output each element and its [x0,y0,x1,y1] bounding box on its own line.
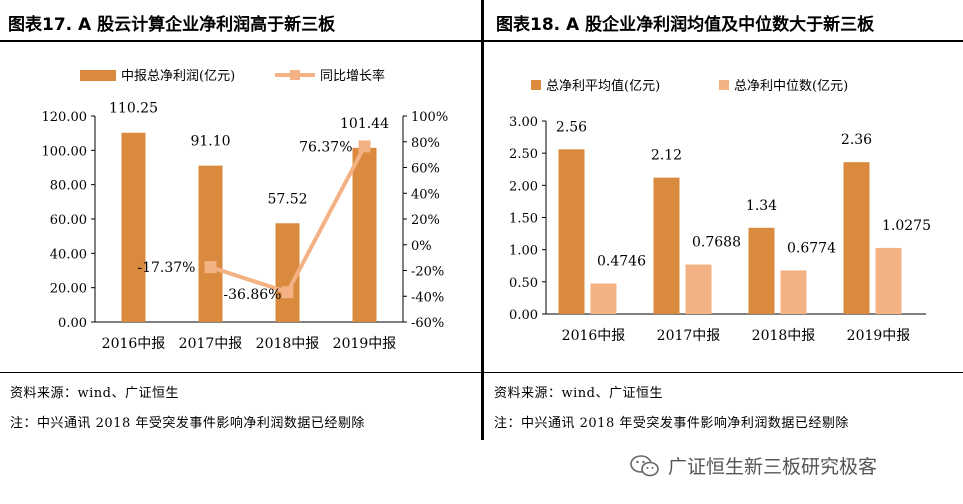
legend-label-median: 总净利中位数(亿元) [734,79,848,94]
y-tick-label: 3.00 [509,115,538,130]
x-tick-label: 2017中报 [657,328,721,344]
y-tick-label: 120.00 [42,110,88,125]
bar-median-value-label: 0.7688 [692,235,741,251]
legend-swatch-median [719,80,729,90]
bar-median-profit [685,264,712,314]
legend-label-line: 同比增长率 [320,68,385,84]
right-note: 注：中兴通讯 2018 年受突发事件影响净利润数据已经剔除 [494,416,849,431]
bar-value-label: 110.25 [109,101,158,117]
bar-median-value-label: 0.6774 [787,240,836,256]
y2-tick-label: -20% [411,265,444,280]
y-tick-label: 80.00 [50,179,87,194]
y2-tick-label: 80% [411,136,440,151]
legend-label-bar: 中报总净利润(亿元) [121,69,235,84]
wechat-icon [630,454,659,476]
y-tick-label: 20.00 [50,282,87,297]
watermark: 广证恒生新三板研究极客 [630,452,877,479]
right-chart: 总净利平均值(亿元) 总净利中位数(亿元) 0.00 0.50 1.00 1.50 2.00… [509,78,931,344]
left-chart-title: 图表17. A 股云计算企业净利润高于新三板 [8,15,336,35]
legend-marker-line [290,70,300,80]
left-bottom-rule [0,372,481,373]
growth-rate-label: -17.37% [137,260,195,276]
legend-label-mean: 总净利平均值(亿元) [546,78,660,94]
growth-rate-label: 76.37% [299,139,352,155]
legend-swatch-bar [80,70,116,81]
bar-net-profit [121,132,146,322]
bar-median-profit [780,270,807,314]
growth-rate-point [281,286,294,299]
y2-tick-label: 100% [411,110,448,125]
bar-mean-profit [558,149,585,314]
x-tick-label: 2016中报 [562,328,626,344]
y-tick-label: 40.00 [50,247,87,262]
x-tick-label: 2018中报 [752,328,816,344]
y2-tick-label: -60% [411,316,444,331]
bar-mean-profit [843,162,870,314]
bar-net-profit [352,147,377,322]
left-chart: 中报总净利润(亿元) 同比增长率 0.00 20.00 40.00 60.00 80.00 1… [42,68,449,352]
bar-median-value-label: 1.0275 [882,218,931,234]
y-tick-label: 0.50 [509,276,538,291]
growth-rate-label: -36.86% [223,287,281,303]
bar-median-value-label: 0.4746 [597,253,646,269]
y-tick-label: 0.00 [58,316,87,331]
bar-median-profit [590,283,617,314]
x-tick-label: 2017中报 [179,336,243,352]
y-tick-label: 1.50 [509,212,538,227]
panel-divider [481,0,484,440]
left-source: 资料来源：wind、广证恒生 [10,386,179,401]
y2-tick-label: 20% [411,213,440,228]
growth-rate-point [358,140,371,153]
right-title-rule [484,40,963,42]
y-tick-label: 1.00 [509,244,538,259]
legend-swatch-mean [531,80,541,90]
x-tick-label: 2019中报 [847,328,911,344]
y2-tick-label: 0% [411,239,432,254]
y2-tick-label: 40% [411,187,440,202]
bar-mean-value-label: 2.56 [556,119,587,135]
bar-net-profit [275,223,300,322]
bar-median-profit [875,247,902,314]
x-tick-label: 2016中报 [102,336,166,352]
bar-mean-value-label: 1.34 [746,198,777,214]
y-tick-label: 100.00 [42,144,88,159]
y-tick-label: 60.00 [50,213,87,228]
y-tick-label: 0.00 [509,308,538,323]
bar-mean-profit [748,227,775,314]
x-tick-label: 2019中报 [333,336,397,352]
bar-mean-value-label: 2.36 [841,132,872,148]
right-bottom-rule [484,372,963,373]
y2-tick-label: -40% [411,290,444,305]
bar-value-label: 91.10 [190,134,230,150]
bar-net-profit [198,165,223,322]
bar-mean-value-label: 2.12 [651,148,682,164]
bar-value-label: 57.52 [267,191,307,207]
growth-rate-point [204,261,217,274]
x-tick-label: 2018中报 [256,336,320,352]
left-title-rule [0,40,481,42]
y-tick-label: 2.50 [509,147,538,162]
right-source: 资料来源：wind、广证恒生 [494,386,663,401]
bar-mean-profit [653,177,680,314]
left-note: 注：中兴通讯 2018 年受突发事件影响净利润数据已经剔除 [10,416,365,431]
bar-value-label: 101.44 [340,116,389,132]
y2-tick-label: 60% [411,162,440,177]
y-tick-label: 2.00 [509,179,538,194]
watermark-text: 广证恒生新三板研究极客 [668,456,878,478]
right-chart-title: 图表18. A 股企业净利润均值及中位数大于新三板 [496,15,875,35]
